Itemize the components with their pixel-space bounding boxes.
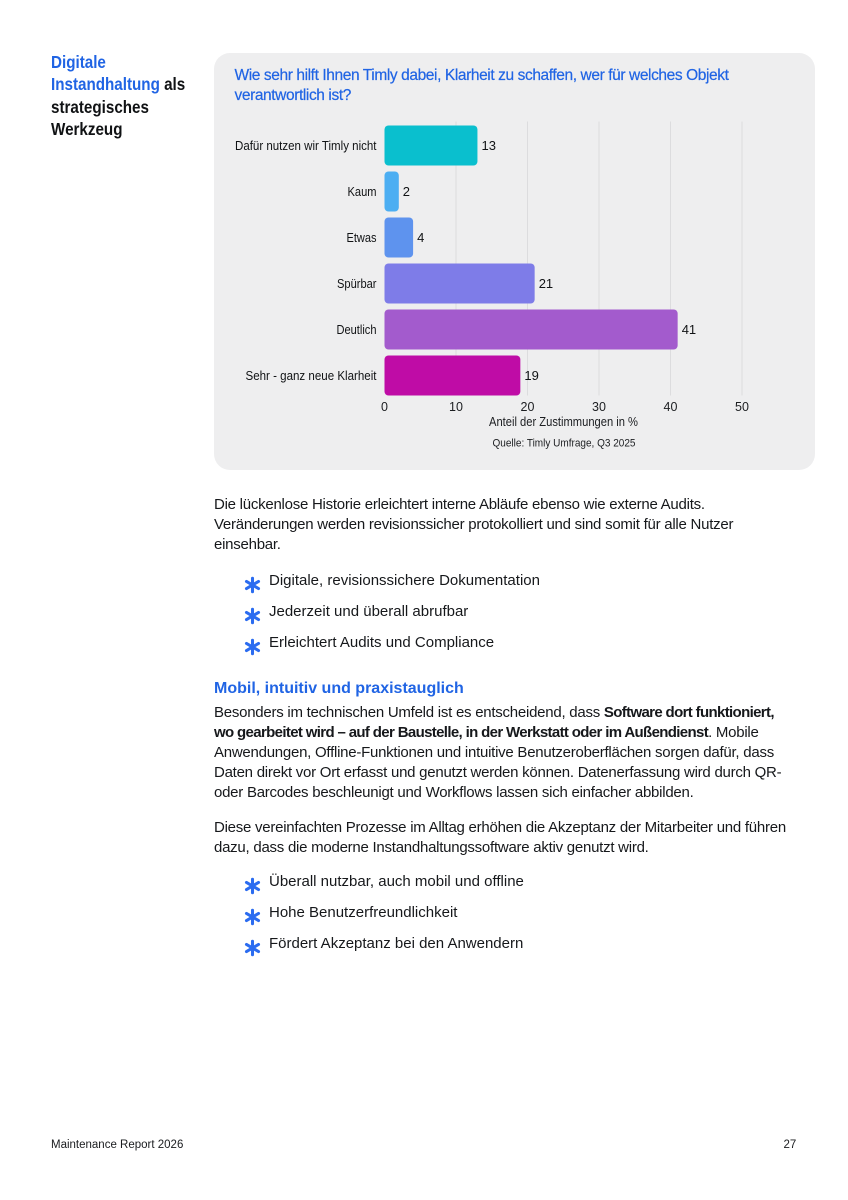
svg-text:19: 19 xyxy=(524,368,538,383)
svg-text:Sehr - ganz neue Klarheit: Sehr - ganz neue Klarheit xyxy=(246,368,377,383)
svg-text:Anteil der Zustimmungen in %: Anteil der Zustimmungen in % xyxy=(489,415,638,429)
svg-text:Quelle: Timly Umfrage, Q3 2025: Quelle: Timly Umfrage, Q3 2025 xyxy=(493,438,636,450)
svg-text:0: 0 xyxy=(381,400,388,414)
svg-text:40: 40 xyxy=(664,400,678,414)
svg-text:2: 2 xyxy=(403,184,410,199)
svg-text:Etwas: Etwas xyxy=(347,230,377,245)
svg-text:10: 10 xyxy=(449,400,463,414)
svg-text:20: 20 xyxy=(521,400,535,414)
svg-text:50: 50 xyxy=(735,400,749,414)
svg-text:30: 30 xyxy=(592,400,606,414)
svg-text:Dafür nutzen wir Timly nicht: Dafür nutzen wir Timly nicht xyxy=(235,138,377,153)
svg-text:4: 4 xyxy=(417,230,424,245)
svg-text:41: 41 xyxy=(682,322,696,337)
svg-text:13: 13 xyxy=(482,138,496,153)
svg-text:21: 21 xyxy=(539,276,553,291)
svg-text:Kaum: Kaum xyxy=(348,184,377,199)
svg-text:Deutlich: Deutlich xyxy=(337,322,377,337)
svg-text:Spürbar: Spürbar xyxy=(337,276,377,291)
